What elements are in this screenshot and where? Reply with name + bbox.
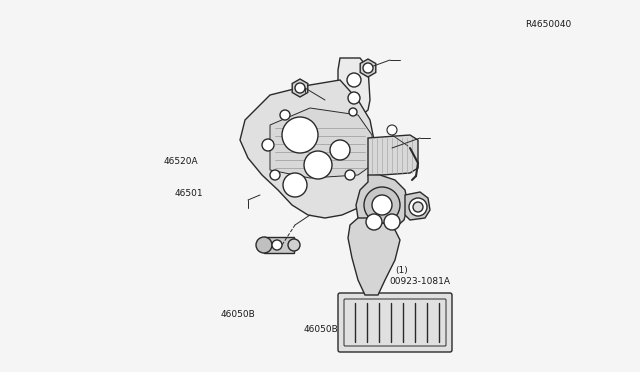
Circle shape: [372, 195, 392, 215]
Polygon shape: [360, 59, 376, 77]
Text: 46520A: 46520A: [163, 157, 198, 166]
Circle shape: [288, 239, 300, 251]
Polygon shape: [405, 192, 430, 220]
Polygon shape: [270, 108, 372, 178]
Polygon shape: [356, 175, 408, 232]
FancyBboxPatch shape: [338, 293, 452, 352]
Polygon shape: [368, 135, 418, 176]
Circle shape: [347, 73, 361, 87]
Circle shape: [280, 110, 290, 120]
Text: R4650040: R4650040: [525, 20, 571, 29]
Polygon shape: [338, 58, 370, 117]
Circle shape: [330, 140, 350, 160]
Text: 00923-1081A: 00923-1081A: [389, 278, 450, 286]
Circle shape: [363, 63, 373, 73]
Circle shape: [283, 173, 307, 197]
Circle shape: [366, 214, 382, 230]
Circle shape: [270, 170, 280, 180]
Circle shape: [304, 151, 332, 179]
Circle shape: [282, 117, 318, 153]
Polygon shape: [264, 237, 294, 253]
Text: 46050B: 46050B: [304, 325, 339, 334]
Polygon shape: [348, 218, 400, 295]
Circle shape: [387, 125, 397, 135]
Circle shape: [364, 187, 400, 223]
Circle shape: [262, 139, 274, 151]
Text: 46501: 46501: [174, 189, 203, 198]
Text: 46050B: 46050B: [221, 310, 255, 319]
Circle shape: [384, 214, 400, 230]
Circle shape: [409, 198, 427, 216]
Circle shape: [413, 202, 423, 212]
Circle shape: [256, 237, 272, 253]
Polygon shape: [292, 79, 308, 97]
Circle shape: [348, 92, 360, 104]
Circle shape: [272, 240, 282, 250]
Text: (1): (1): [395, 266, 408, 275]
Circle shape: [349, 108, 357, 116]
Polygon shape: [240, 80, 380, 218]
Circle shape: [345, 170, 355, 180]
Circle shape: [295, 83, 305, 93]
